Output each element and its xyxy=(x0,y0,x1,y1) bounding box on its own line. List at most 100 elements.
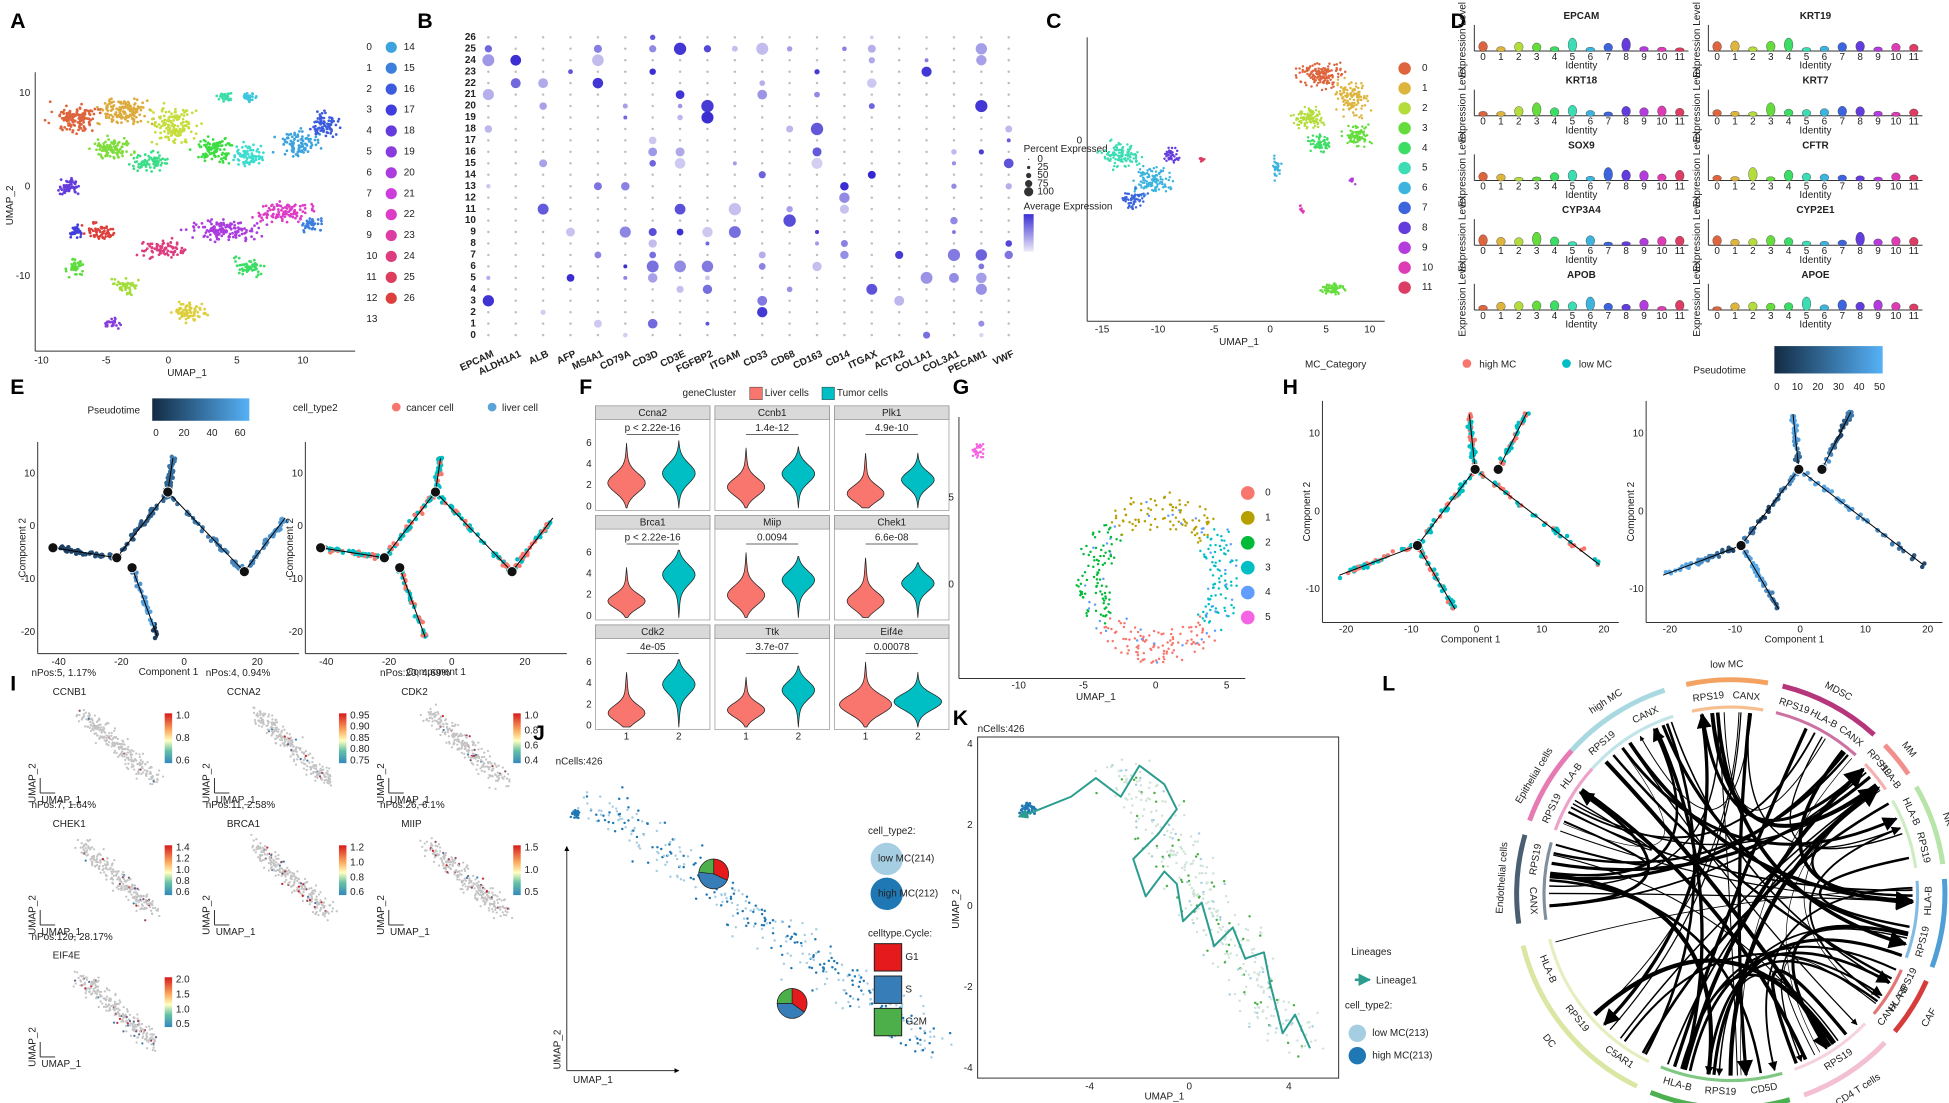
cell-dot xyxy=(1194,625,1198,629)
expression-dot xyxy=(569,310,572,314)
expression-dot xyxy=(760,59,764,62)
cell-dot xyxy=(159,131,163,135)
expression-dot xyxy=(788,276,791,280)
cell-dot xyxy=(313,138,317,142)
expression-dot xyxy=(678,173,682,177)
x-tick-label: 2 xyxy=(1516,246,1522,257)
cell-dot xyxy=(106,320,110,324)
cell-dot xyxy=(274,216,278,220)
cell-dot xyxy=(1229,543,1233,546)
violin xyxy=(1748,167,1758,182)
x-tick-label: 6 xyxy=(1822,52,1828,63)
cell-dot xyxy=(164,135,167,139)
cell-dot xyxy=(200,221,204,225)
cell-dot xyxy=(285,204,289,208)
expression-dot xyxy=(815,104,819,108)
cell-dot xyxy=(1091,533,1095,536)
x-tick-label: 6 xyxy=(1822,117,1828,128)
cell-dot xyxy=(217,233,220,236)
cell-dot xyxy=(194,132,198,136)
expression-dot xyxy=(651,310,654,314)
expression-dot xyxy=(624,47,627,51)
cell-dot xyxy=(1200,638,1204,641)
cell-dot xyxy=(219,157,223,161)
cell-dot xyxy=(215,146,219,150)
gene-title: SOX9 xyxy=(1568,140,1595,151)
violin xyxy=(1532,42,1542,52)
cell-dot xyxy=(1211,586,1215,590)
cell-dot xyxy=(112,141,115,144)
cell-dot xyxy=(1195,634,1199,637)
expression-dot xyxy=(569,162,572,165)
cell-dot xyxy=(1355,114,1358,117)
cell-dot xyxy=(1117,151,1121,154)
cell-dot xyxy=(296,133,300,137)
expression-dot xyxy=(843,230,846,234)
expression-dot xyxy=(678,219,682,222)
x-tick-label: -40 xyxy=(319,657,334,668)
expression-dot xyxy=(788,93,791,96)
cell-dot xyxy=(90,227,93,231)
cell-dot xyxy=(158,154,161,157)
cell-dot xyxy=(1232,611,1235,615)
expression-dot xyxy=(870,150,874,154)
cell-dot xyxy=(205,143,208,147)
x-tick-label: 0 xyxy=(1267,325,1273,336)
x-tick-label: 11 xyxy=(1675,311,1686,322)
cell-dot xyxy=(241,145,244,149)
cell-dot xyxy=(1314,105,1318,109)
legend-label: 10 xyxy=(366,251,378,262)
cell-dot xyxy=(1199,549,1202,553)
cell-dot xyxy=(1353,87,1356,91)
cell-dot xyxy=(253,224,256,227)
x-tick-label: -10 xyxy=(1151,325,1166,336)
expression-dot xyxy=(870,139,874,142)
cell-dot xyxy=(1349,138,1352,142)
expression-dot xyxy=(870,299,874,303)
x-tick-label: 6 xyxy=(1588,117,1594,128)
cell-dot xyxy=(262,264,266,268)
cell-dot xyxy=(1370,142,1373,145)
gene-title: CYP2E1 xyxy=(1796,205,1835,216)
violin xyxy=(1712,306,1722,311)
cell-dot xyxy=(1136,653,1140,657)
cell-dot xyxy=(241,269,245,273)
cell-dot xyxy=(1119,539,1122,542)
cell-dot xyxy=(1352,111,1355,114)
violin xyxy=(1585,47,1595,52)
cell-dot xyxy=(1156,525,1159,529)
cell-dot xyxy=(1354,85,1358,88)
cell-dot xyxy=(112,231,116,235)
expression-dot xyxy=(703,45,712,53)
expression-dot xyxy=(924,58,929,63)
cell-dot xyxy=(330,129,333,133)
violin xyxy=(1891,172,1901,182)
violin xyxy=(1478,111,1488,117)
cluster-label: 20 xyxy=(465,101,477,112)
legend-label: 17 xyxy=(404,105,416,116)
cell-dot xyxy=(104,323,108,327)
cell-dot xyxy=(310,207,314,211)
expression-dot xyxy=(541,36,545,39)
cell-dot xyxy=(180,312,183,316)
y-tick-label: 0 xyxy=(30,521,36,532)
expression-dot xyxy=(596,310,600,314)
cell-dot xyxy=(62,108,66,112)
expression-dot xyxy=(487,288,490,291)
expression-dot xyxy=(980,70,983,73)
cell-dot xyxy=(119,113,123,117)
expression-dot xyxy=(733,36,737,39)
cell-dot xyxy=(1328,62,1331,65)
cell-dot xyxy=(107,138,110,141)
cell-dot xyxy=(303,206,307,210)
cell-dot xyxy=(1297,126,1301,130)
panel-letter: G xyxy=(953,376,969,399)
expression-dot xyxy=(596,207,600,211)
cell-dot xyxy=(1207,597,1210,600)
expression-dot xyxy=(788,59,791,62)
cluster-label: 11 xyxy=(465,204,476,215)
violin xyxy=(1748,46,1758,52)
x-tick-label: 0 xyxy=(1714,52,1720,63)
y-tick-label: 0 xyxy=(586,720,592,731)
cell-dot xyxy=(1202,641,1205,644)
